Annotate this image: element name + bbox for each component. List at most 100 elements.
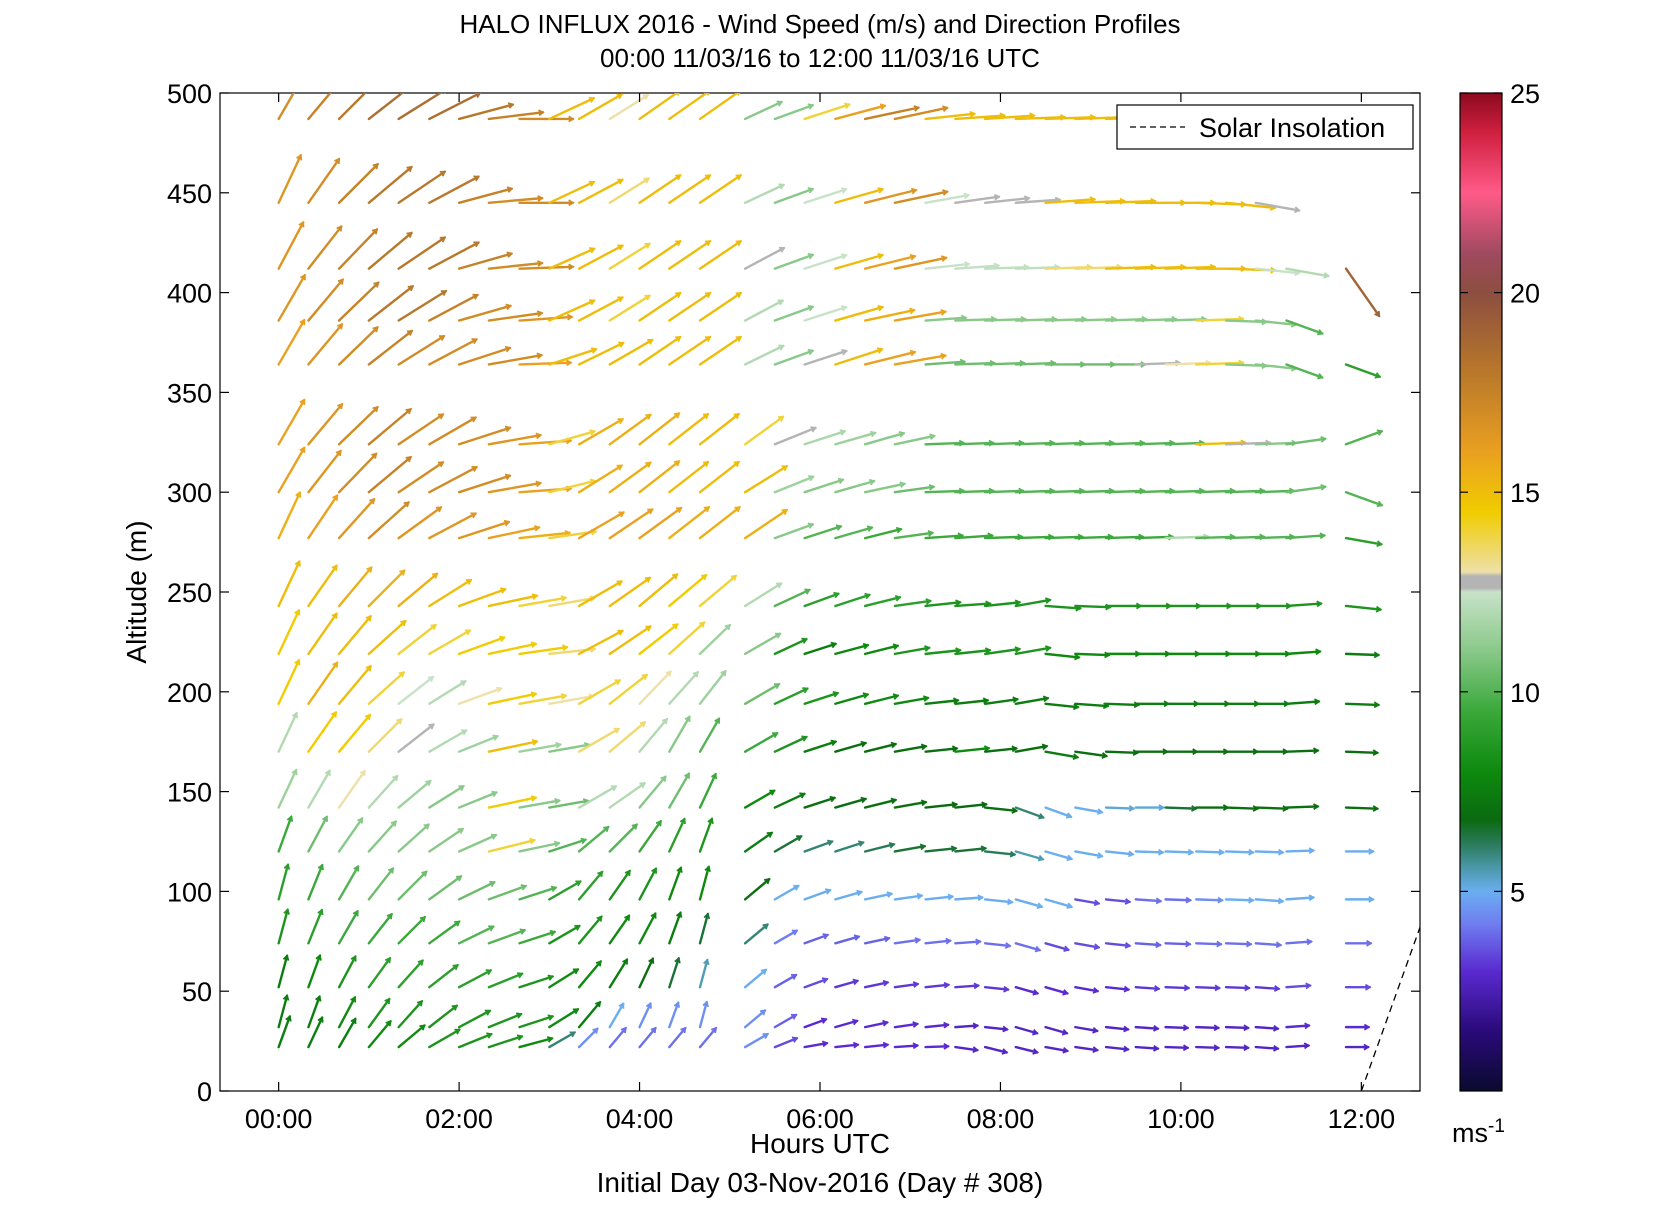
wind-arrow	[638, 1002, 652, 1029]
wind-arrow	[277, 768, 298, 809]
wind-arrow-head	[1124, 942, 1132, 949]
wind-arrow-head	[369, 497, 376, 505]
wind-arrow-shaft	[803, 525, 843, 540]
wind-arrow	[983, 195, 1031, 204]
wind-arrow-head	[1044, 597, 1052, 604]
wind-arrow-head	[460, 680, 467, 687]
wind-arrow-shaft	[577, 679, 621, 705]
wind-arrow	[924, 697, 960, 705]
wind-arrow-head	[437, 461, 445, 468]
wind-arrow	[1044, 986, 1069, 996]
wind-arrow	[893, 1042, 920, 1050]
wind-arrow	[893, 645, 931, 656]
wind-arrow-head	[1248, 848, 1255, 856]
wind-arrow	[698, 912, 711, 945]
wind-arrow	[608, 721, 647, 753]
wind-arrow-shaft	[397, 1000, 424, 1029]
wind-arrow	[487, 109, 545, 121]
wind-arrow	[518, 1014, 555, 1029]
wind-arrow-head	[840, 187, 848, 194]
wind-arrow-shaft	[924, 1045, 950, 1049]
wind-arrow-shaft	[668, 506, 711, 540]
wind-arrow-head	[1011, 745, 1019, 753]
wind-arrow-head	[616, 464, 624, 471]
wind-arrow	[1074, 1025, 1099, 1034]
wind-arrow-shaft	[668, 671, 699, 705]
wind-arrow-shaft	[863, 1021, 889, 1029]
wind-arrow-head	[661, 717, 668, 725]
wind-arrow-shaft	[743, 183, 785, 204]
wind-arrow	[337, 615, 372, 656]
wind-arrow-head	[791, 1036, 799, 1043]
wind-arrow-head	[1187, 848, 1195, 856]
wind-arrow-head	[922, 695, 930, 702]
wind-arrow-shaft	[277, 318, 306, 366]
wind-arrow	[1195, 940, 1223, 948]
wind-arrow-head	[699, 621, 706, 628]
wind-arrow	[577, 1027, 599, 1049]
wind-arrow-head	[844, 102, 851, 109]
wind-arrow	[1134, 985, 1161, 992]
wind-arrow-shaft	[548, 1008, 580, 1029]
wind-arrow-head	[1032, 1048, 1039, 1055]
wind-arrow	[638, 819, 662, 853]
wind-arrow-head	[614, 679, 622, 686]
wind-arrow	[1074, 898, 1101, 907]
wind-arrow-head	[334, 157, 341, 165]
wind-arrow-shaft	[954, 746, 990, 753]
wind-arrow	[397, 915, 426, 945]
wind-arrow-shaft	[1164, 265, 1216, 270]
wind-arrow-shaft	[954, 649, 992, 656]
wind-arrow-head	[560, 595, 568, 602]
wind-arrow-shaft	[457, 735, 499, 753]
y-tick-label: 200	[167, 678, 212, 708]
wind-arrow-shaft	[457, 687, 503, 705]
wind-arrow-head	[1275, 941, 1283, 949]
wind-arrow	[773, 475, 815, 494]
wind-arrow-shaft	[1164, 986, 1190, 990]
wind-arrow-head	[359, 769, 366, 777]
wind-arrow-shaft	[668, 240, 712, 270]
wind-arrow	[1285, 532, 1327, 540]
wind-arrow-head	[384, 997, 391, 1005]
wind-arrow	[668, 1001, 681, 1029]
wind-arrow-shaft	[698, 412, 740, 446]
wind-arrow-shaft	[863, 106, 920, 121]
wind-arrow-head	[1153, 1025, 1160, 1032]
wind-arrow-shaft	[367, 285, 414, 322]
wind-arrow	[863, 935, 891, 945]
wind-arrow-head	[1123, 1025, 1130, 1033]
wind-arrow-head	[617, 244, 624, 251]
y-tick-label: 100	[167, 877, 212, 907]
wind-arrow-shaft	[924, 895, 954, 901]
wind-arrow-shaft	[924, 194, 970, 204]
wind-arrow	[698, 574, 738, 608]
wind-arrow-shaft	[1074, 1045, 1099, 1052]
wind-arrow-head	[384, 956, 391, 964]
wind-arrow-head	[1182, 1024, 1190, 1032]
wind-arrow-head	[572, 1008, 580, 1015]
wind-arrow-shaft	[367, 820, 397, 853]
wind-arrow-head	[706, 93, 710, 96]
wind-arrow	[397, 623, 437, 656]
wind-arrow	[668, 291, 712, 322]
wind-arrow-head	[645, 413, 652, 420]
wind-arrow-shaft	[487, 526, 541, 540]
wind-arrow	[773, 973, 798, 989]
wind-arrow-head	[735, 240, 743, 247]
wind-arrow-head	[357, 817, 364, 824]
wind-arrow	[397, 675, 435, 705]
wind-arrow-shaft	[668, 866, 683, 901]
wind-arrow-shaft	[983, 196, 1031, 204]
wind-arrow-shaft	[457, 588, 507, 608]
wind-arrow-shaft	[1344, 604, 1382, 611]
wind-arrow-shaft	[698, 670, 727, 705]
wind-arrow	[307, 769, 331, 809]
wind-arrow-head	[337, 323, 344, 330]
wind-arrow	[367, 912, 393, 945]
wind-arrow-head	[840, 253, 848, 260]
wind-arrow-shaft	[577, 464, 623, 494]
wind-arrow-head	[332, 494, 339, 501]
wind-arrow-shaft	[803, 1041, 829, 1049]
wind-arrow	[608, 673, 649, 705]
